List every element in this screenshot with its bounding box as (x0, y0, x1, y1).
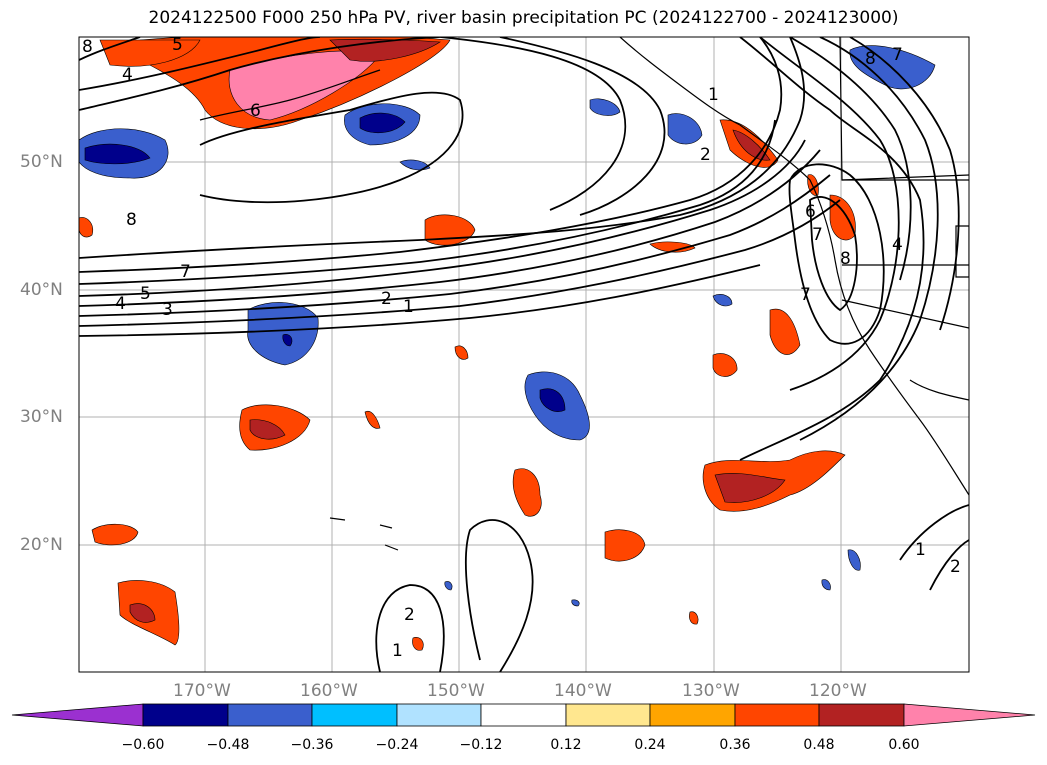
contour-label: 4 (122, 65, 133, 85)
colorbar-tick: −0.36 (290, 737, 334, 753)
colorbar-segment (565, 703, 651, 727)
contour-label: 7 (812, 225, 823, 245)
colorbar (11, 703, 1036, 727)
colorbar-high-extend (903, 703, 1036, 727)
contour-label: 5 (172, 35, 183, 55)
contour-label: 4 (115, 294, 126, 314)
contour-label: 6 (250, 101, 261, 121)
pv-contours (79, 37, 969, 672)
colorbar-tick: −0.24 (375, 737, 419, 753)
colorbar-tick: 0.60 (888, 737, 920, 753)
lon-label-150w: 150°W (427, 681, 485, 701)
coastlines (199, 37, 969, 551)
colorbar-segment (818, 703, 905, 727)
colorbar-tick: −0.60 (121, 737, 165, 753)
contour-label: 7 (180, 262, 191, 282)
contour-label: 1 (915, 540, 926, 560)
colorbar-low-extend (11, 703, 144, 727)
colorbar-tick: −0.48 (206, 737, 250, 753)
contour-label: 6 (805, 202, 816, 222)
colorbar-segment (649, 703, 736, 727)
colorbar-segment (227, 703, 313, 727)
contour-label: 2 (700, 145, 711, 165)
colorbar-segment (311, 703, 398, 727)
map-frame (78, 36, 970, 673)
contour-label: 7 (892, 45, 903, 65)
contour-label: 5 (140, 284, 151, 304)
contour-labels: 5 4 6 8 7 5 4 3 2 1 2 1 8 7 6 8 7 4 2 1 … (82, 35, 961, 661)
contour-label: 1 (403, 297, 414, 317)
lat-label-40n: 40°N (20, 280, 63, 300)
contour-label: 2 (381, 289, 392, 309)
contour-label: 2 (404, 605, 415, 625)
colorbar-tick: −0.12 (459, 737, 503, 753)
contour-label: 8 (126, 210, 137, 230)
lon-label-120w: 120°W (809, 681, 867, 701)
lon-label-130w: 130°W (682, 681, 740, 701)
lat-label-20n: 20°N (20, 535, 63, 555)
precip-positive-shading (79, 37, 856, 651)
lat-label-50n: 50°N (20, 152, 63, 172)
contour-label: 3 (162, 300, 173, 320)
contour-label: 1 (708, 85, 719, 105)
contour-label: 8 (82, 37, 93, 57)
contour-label: 1 (392, 641, 403, 661)
colorbar-segment (734, 703, 820, 727)
lat-label-30n: 30°N (20, 407, 63, 427)
colorbar-tick: 0.36 (719, 737, 751, 753)
contour-label: 8 (840, 249, 851, 269)
colorbar-segment (396, 703, 482, 727)
colorbar-tick: 0.24 (634, 737, 666, 753)
colorbar-tick: 0.48 (803, 737, 835, 753)
contour-label: 4 (892, 235, 903, 255)
map-title: 2024122500 F000 250 hPa PV, river basin … (148, 8, 899, 28)
lon-label-170w: 170°W (173, 681, 231, 701)
colorbar-segment (480, 703, 567, 727)
contour-label: 8 (865, 49, 876, 69)
colorbar-segment (142, 703, 229, 727)
contour-label: 2 (950, 557, 961, 577)
lon-label-140w: 140°W (554, 681, 612, 701)
contour-label: 7 (800, 285, 811, 305)
colorbar-tick: 0.12 (550, 737, 582, 753)
lon-label-160w: 160°W (300, 681, 358, 701)
